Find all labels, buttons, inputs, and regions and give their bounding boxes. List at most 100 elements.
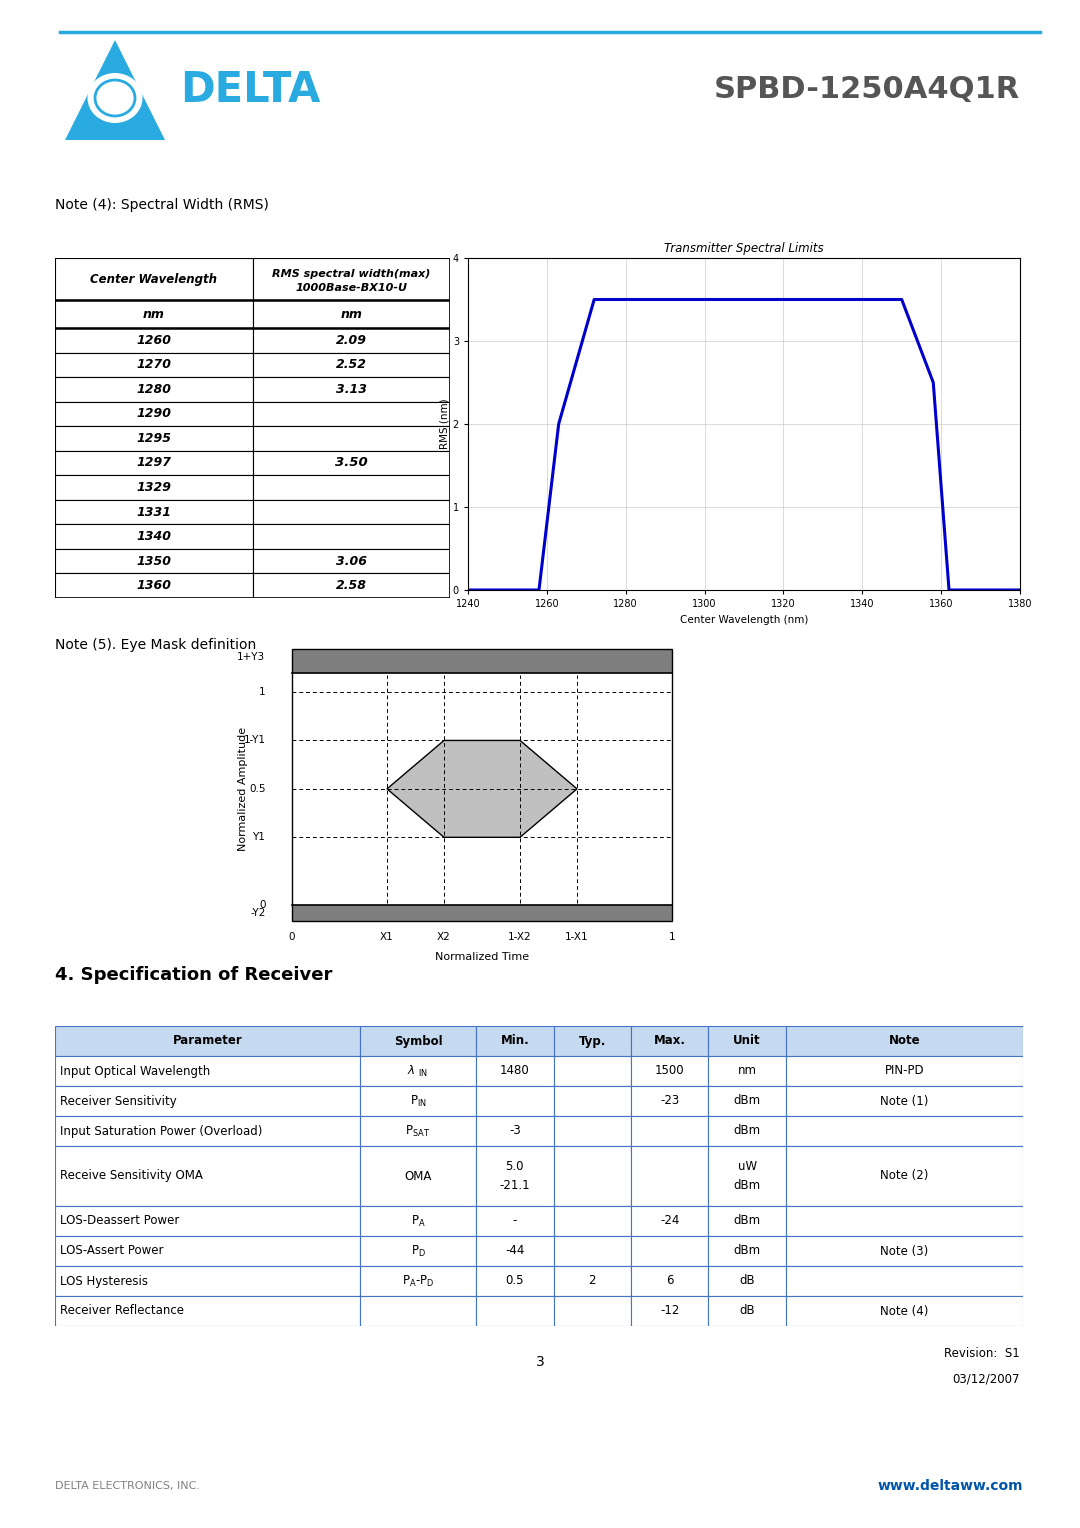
Text: Note (3): Note (3)	[880, 1244, 929, 1258]
Text: Parameter: Parameter	[173, 1034, 242, 1048]
Text: -12: -12	[660, 1305, 679, 1317]
Bar	[554, 1267, 631, 1296]
Text: Unit: Unit	[733, 1034, 761, 1048]
Text: 1331: 1331	[136, 506, 172, 518]
Text: DELTA: DELTA	[180, 69, 321, 112]
Text: 03/12/2007: 03/12/2007	[953, 1372, 1020, 1384]
Text: LOS-Assert Power: LOS-Assert Power	[60, 1244, 163, 1258]
Bar	[476, 1086, 554, 1115]
Text: P$_{\mathregular{A}}$-P$_{\mathregular{D}}$: P$_{\mathregular{A}}$-P$_{\mathregular{D…	[402, 1273, 434, 1288]
Bar	[55, 402, 253, 426]
Text: Typ.: Typ.	[579, 1034, 606, 1048]
Text: -Y2: -Y2	[251, 908, 266, 918]
Bar	[360, 1267, 476, 1296]
Text: uW: uW	[738, 1160, 757, 1174]
Text: 1: 1	[259, 688, 266, 697]
Bar	[55, 1267, 360, 1296]
Bar	[253, 258, 450, 299]
Bar	[360, 1146, 476, 1206]
Text: 6: 6	[666, 1274, 674, 1288]
Text: -23: -23	[660, 1094, 679, 1108]
Bar	[708, 1146, 786, 1206]
Text: Note (2): Note (2)	[880, 1169, 929, 1183]
Bar	[253, 402, 450, 426]
Bar	[55, 549, 253, 573]
Text: 3.50: 3.50	[335, 457, 367, 469]
Text: 0.5: 0.5	[248, 784, 266, 795]
Bar	[476, 1056, 554, 1086]
Text: SPBD-1250A4Q1R: SPBD-1250A4Q1R	[714, 75, 1020, 104]
Text: LOS-Deassert Power: LOS-Deassert Power	[60, 1215, 179, 1227]
Text: 1290: 1290	[136, 408, 172, 420]
Bar	[55, 329, 253, 353]
Text: dBm: dBm	[733, 1094, 760, 1108]
Text: 1-Y1: 1-Y1	[243, 735, 266, 746]
Y-axis label: RMS (nm): RMS (nm)	[440, 399, 450, 449]
Bar	[253, 353, 450, 377]
Bar	[55, 377, 253, 402]
Bar	[708, 1296, 786, 1326]
Text: Note (4): Spectral Width (RMS): Note (4): Spectral Width (RMS)	[55, 199, 269, 212]
Bar	[786, 1115, 1023, 1146]
Text: -24: -24	[660, 1215, 679, 1227]
Bar	[554, 1115, 631, 1146]
Text: nm: nm	[738, 1065, 757, 1077]
Text: dBm: dBm	[733, 1244, 760, 1258]
Text: Note (4): Note (4)	[880, 1305, 929, 1317]
Bar	[55, 353, 253, 377]
Text: 1-X2: 1-X2	[509, 932, 531, 943]
Bar	[786, 1267, 1023, 1296]
Text: Input Optical Wavelength: Input Optical Wavelength	[60, 1065, 211, 1077]
Text: Max.: Max.	[653, 1034, 686, 1048]
Bar	[786, 1025, 1023, 1056]
Bar	[55, 1086, 360, 1115]
Bar	[55, 426, 253, 451]
Bar	[253, 549, 450, 573]
Text: 1+Y3: 1+Y3	[238, 652, 266, 662]
Text: dB: dB	[740, 1274, 755, 1288]
Text: 1295: 1295	[136, 432, 172, 445]
Bar	[708, 1236, 786, 1267]
Text: 0: 0	[288, 932, 295, 943]
Bar	[554, 1296, 631, 1326]
Text: 1480: 1480	[500, 1065, 529, 1077]
Bar	[476, 1236, 554, 1267]
Text: Revision:  S1: Revision: S1	[944, 1348, 1020, 1360]
Bar	[253, 329, 450, 353]
Bar	[360, 1115, 476, 1146]
Text: 1329: 1329	[136, 481, 172, 494]
Bar	[631, 1115, 708, 1146]
Text: 1260: 1260	[136, 333, 172, 347]
Bar	[55, 1296, 360, 1326]
Bar	[360, 1056, 476, 1086]
Text: 1: 1	[669, 932, 675, 943]
Text: P$_{\mathregular{SAT}}$: P$_{\mathregular{SAT}}$	[405, 1123, 431, 1138]
Bar	[55, 524, 253, 549]
Bar	[360, 1206, 476, 1236]
Text: P$_{\mathregular{D}}$: P$_{\mathregular{D}}$	[410, 1244, 426, 1259]
Bar	[55, 451, 253, 475]
Text: -3: -3	[509, 1125, 521, 1137]
Bar	[631, 1267, 708, 1296]
Bar	[55, 1206, 360, 1236]
Bar	[360, 1025, 476, 1056]
Text: P$_{\mathregular{IN}}$: P$_{\mathregular{IN}}$	[409, 1094, 427, 1108]
Bar	[253, 500, 450, 524]
Bar	[360, 1236, 476, 1267]
Text: 3: 3	[536, 1355, 544, 1369]
Text: nm: nm	[340, 307, 362, 321]
Text: X2: X2	[437, 932, 450, 943]
Text: 1-X1: 1-X1	[565, 932, 589, 943]
Bar	[554, 1025, 631, 1056]
Bar	[253, 524, 450, 549]
Bar	[292, 672, 672, 905]
Bar	[253, 573, 450, 597]
Bar	[55, 573, 253, 597]
Text: X1: X1	[380, 932, 394, 943]
Bar	[55, 1025, 360, 1056]
Text: Note (1): Note (1)	[880, 1094, 929, 1108]
Bar	[55, 1056, 360, 1086]
Bar	[554, 1206, 631, 1236]
Text: 2.52: 2.52	[336, 359, 367, 371]
Bar	[786, 1296, 1023, 1326]
